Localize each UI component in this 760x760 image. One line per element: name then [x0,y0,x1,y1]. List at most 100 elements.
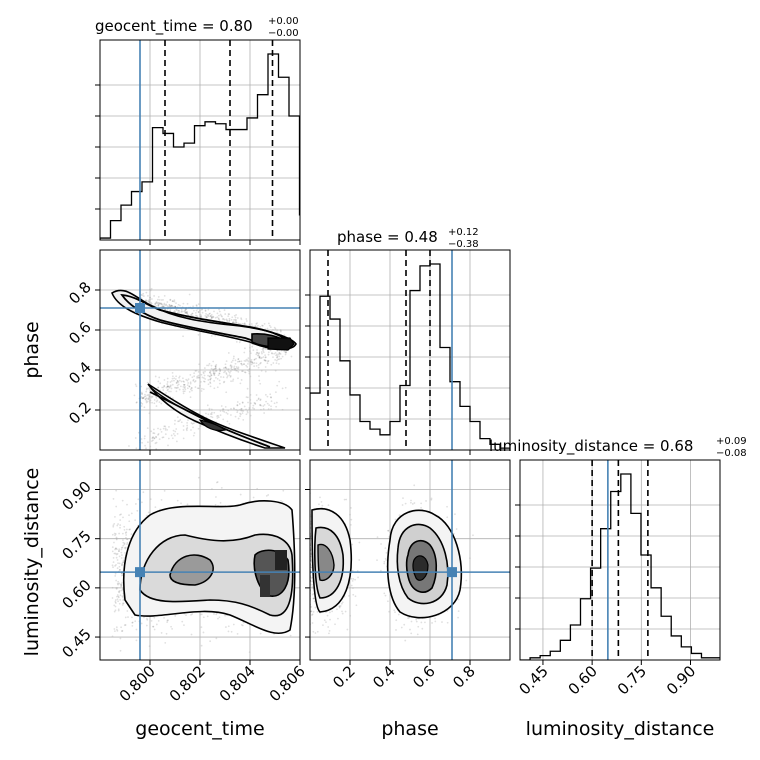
sample-point [175,375,178,378]
sample-point [230,318,233,321]
sample-point [180,309,183,311]
sample-point [216,312,219,315]
sample-point [261,324,264,327]
sample-point [241,401,244,404]
sample-point [111,533,114,536]
sample-point [239,412,241,415]
sample-point [407,617,409,620]
sample-point [122,602,125,605]
sample-point [167,385,169,388]
sample-point [243,323,246,325]
sample-point [169,305,172,307]
sample-point [230,366,233,369]
sample-point [209,312,211,315]
sample-point [119,514,121,516]
sample-point [236,404,239,407]
sample-point [246,410,249,412]
sample-point [124,532,127,534]
sample-point [247,357,250,360]
sample-point [218,616,221,619]
sample-point [206,404,209,407]
sample-point [115,547,117,550]
sample-point [166,305,169,307]
sample-point [213,380,216,382]
sample-point [120,564,123,567]
sample-point [263,404,266,406]
sample-point [144,398,147,401]
sample-point [259,404,261,407]
sample-point [264,356,267,359]
sample-point [173,423,176,425]
sample-point [120,557,123,559]
sample-point [180,502,182,505]
sample-point [204,309,207,312]
sample-point [186,312,188,315]
sample-point [188,385,191,388]
sample-point [235,365,238,368]
sample-point [200,390,203,392]
sample-point [223,411,226,413]
sample-point [153,295,156,297]
sample-point [114,552,117,555]
sample-point [224,366,227,369]
sample-point [196,377,198,379]
sample-point [404,639,407,642]
sample-point [221,318,224,320]
sample-point [169,381,172,383]
sample-point [229,365,232,367]
sample-point [176,387,178,389]
sample-point [172,432,175,435]
sample-point [472,534,474,537]
sample-point [171,300,174,303]
sample-point [238,403,241,405]
sample-point [178,309,180,312]
sample-point [258,355,261,358]
sample-point [117,562,119,565]
sample-point [187,382,190,384]
sample-point [173,379,175,382]
sample-point [191,376,194,379]
sample-point [240,362,243,365]
sample-point [236,633,239,635]
sample-point [145,388,148,391]
sample-point [256,351,258,354]
sample-point [209,315,212,317]
sample-point [267,353,270,356]
sample-point [148,299,150,301]
sample-point [182,388,185,391]
sample-point [141,392,143,395]
sample-point [153,402,156,405]
sample-point [162,298,164,301]
sample-point [189,381,192,384]
sample-point [145,447,147,450]
sample-point [204,378,207,380]
sample-point [264,359,267,362]
sample-point [264,366,267,368]
sample-point [148,300,151,303]
sample-point [207,383,210,386]
sample-point [131,621,134,624]
sample-point [162,436,165,439]
sample-point [236,367,238,370]
sample-point [115,536,118,539]
sample-point [446,621,449,624]
sample-point [337,617,339,620]
sample-point [148,395,150,397]
sample-point [125,534,128,536]
sample-point [117,523,119,525]
sample-point [257,397,260,400]
sample-point [150,395,153,398]
sample-point [244,360,247,362]
sample-point [187,378,190,381]
sample-point [197,370,200,373]
sample-point [178,376,180,379]
sample-point [114,548,116,551]
sample-point [215,481,218,484]
sample-point [223,380,226,383]
sample-point [164,427,167,430]
sample-point [180,310,183,313]
sample-point [124,624,127,626]
sample-point [131,624,134,627]
sample-point [128,514,130,517]
sample-point [316,630,319,633]
